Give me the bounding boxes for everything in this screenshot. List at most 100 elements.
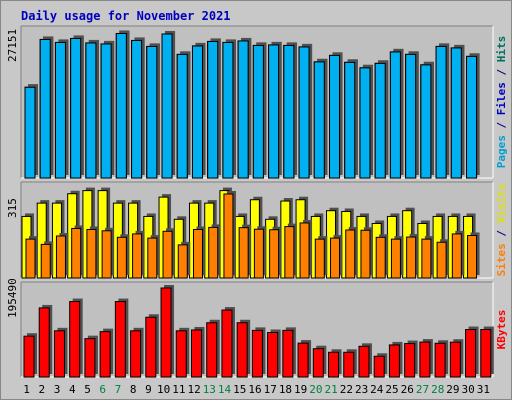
- bar-pages: [115, 32, 127, 179]
- legend-part: Visits: [495, 184, 508, 224]
- bar-kbytes: [297, 342, 309, 378]
- day-label: 4: [69, 383, 76, 396]
- day-label: 30: [462, 383, 475, 396]
- bar-sites: [390, 238, 401, 279]
- bar-kbytes: [419, 341, 431, 378]
- day-label: 22: [340, 383, 353, 396]
- bar-kbytes: [236, 322, 248, 378]
- bar-pages: [131, 39, 143, 179]
- day-label: 6: [99, 383, 106, 396]
- bar-sites: [436, 241, 447, 279]
- bar-pages: [359, 67, 371, 179]
- day-label: 14: [218, 383, 232, 396]
- bar-sites: [192, 228, 203, 279]
- legend-part: Pages: [495, 135, 508, 168]
- day-label: 27: [416, 383, 429, 396]
- bar-kbytes: [404, 343, 416, 378]
- day-label: 18: [279, 383, 292, 396]
- legend-part: /: [495, 115, 508, 135]
- bar-pages: [207, 40, 219, 179]
- bar-pages: [283, 44, 295, 179]
- bar-kbytes: [434, 342, 446, 378]
- legend-part: /: [495, 62, 508, 82]
- bar-pages: [39, 38, 51, 179]
- panel-legend-label: Sites / Visits: [495, 184, 508, 277]
- bar-sites: [467, 234, 478, 279]
- bar-kbytes: [175, 330, 187, 378]
- bar-sites: [86, 228, 97, 279]
- bar-pages: [54, 41, 66, 179]
- day-label: 13: [203, 383, 216, 396]
- bar-kbytes: [190, 329, 202, 378]
- panel-max-label: 315: [6, 198, 19, 218]
- day-label: 26: [401, 383, 414, 396]
- day-label: 9: [145, 383, 152, 396]
- day-label: 31: [477, 383, 490, 396]
- bar-kbytes: [130, 330, 142, 378]
- bar-pages: [374, 62, 386, 179]
- bar-sites: [421, 238, 432, 279]
- bar-kbytes: [38, 307, 50, 378]
- bar-sites: [132, 233, 143, 279]
- bar-kbytes: [449, 341, 461, 378]
- bar-pages: [329, 54, 341, 179]
- bar-pages: [146, 45, 158, 179]
- bar-pages: [450, 47, 462, 179]
- bar-kbytes: [373, 355, 385, 378]
- bar-kbytes: [465, 329, 477, 378]
- bar-kbytes: [388, 344, 400, 378]
- bar-pages: [466, 55, 478, 179]
- day-label: 7: [115, 383, 122, 396]
- day-label: 28: [431, 383, 444, 396]
- legend-part: Files: [495, 82, 508, 115]
- bar-sites: [345, 229, 356, 279]
- bar-sites: [101, 230, 112, 279]
- bar-sites: [71, 227, 82, 279]
- day-label: 25: [385, 383, 398, 396]
- bar-sites: [330, 237, 341, 279]
- bar-kbytes: [251, 329, 263, 378]
- bar-pages: [191, 45, 203, 179]
- bar-kbytes: [312, 348, 324, 378]
- bar-kbytes: [69, 301, 81, 378]
- bar-sites: [451, 233, 462, 279]
- bar-sites: [223, 193, 234, 279]
- bar-pages: [344, 61, 356, 179]
- bar-sites: [25, 238, 36, 279]
- chart-title: Daily usage for November 2021: [21, 9, 231, 23]
- bar-sites: [238, 227, 249, 279]
- bar-kbytes: [99, 331, 111, 378]
- day-label: 15: [233, 383, 246, 396]
- bar-sites: [116, 236, 127, 279]
- bar-sites: [208, 226, 219, 279]
- bar-kbytes: [358, 345, 370, 378]
- bar-sites: [375, 236, 386, 279]
- bar-kbytes: [145, 316, 157, 378]
- bar-sites: [284, 226, 295, 279]
- bar-sites: [269, 229, 280, 279]
- bar-kbytes: [267, 332, 279, 378]
- bar-sites: [360, 229, 371, 279]
- legend-part: /: [495, 223, 508, 243]
- bar-pages: [420, 64, 432, 179]
- bar-sites: [177, 244, 188, 279]
- day-label: 16: [248, 383, 261, 396]
- bar-kbytes: [282, 329, 294, 378]
- bar-kbytes: [206, 322, 218, 378]
- bar-pages: [435, 45, 447, 179]
- bar-kbytes: [328, 351, 340, 378]
- day-label: 8: [130, 383, 137, 396]
- bar-sites: [162, 230, 173, 279]
- bar-kbytes: [221, 309, 233, 378]
- bar-pages: [161, 33, 173, 179]
- day-label: 1: [23, 383, 30, 396]
- bar-kbytes: [53, 330, 65, 378]
- bar-pages: [176, 53, 188, 179]
- bar-pages: [85, 42, 97, 179]
- panel-max-label: 27151: [6, 29, 19, 62]
- bar-pages: [237, 40, 249, 179]
- day-label: 5: [84, 383, 91, 396]
- legend-part: KBytes: [495, 310, 508, 350]
